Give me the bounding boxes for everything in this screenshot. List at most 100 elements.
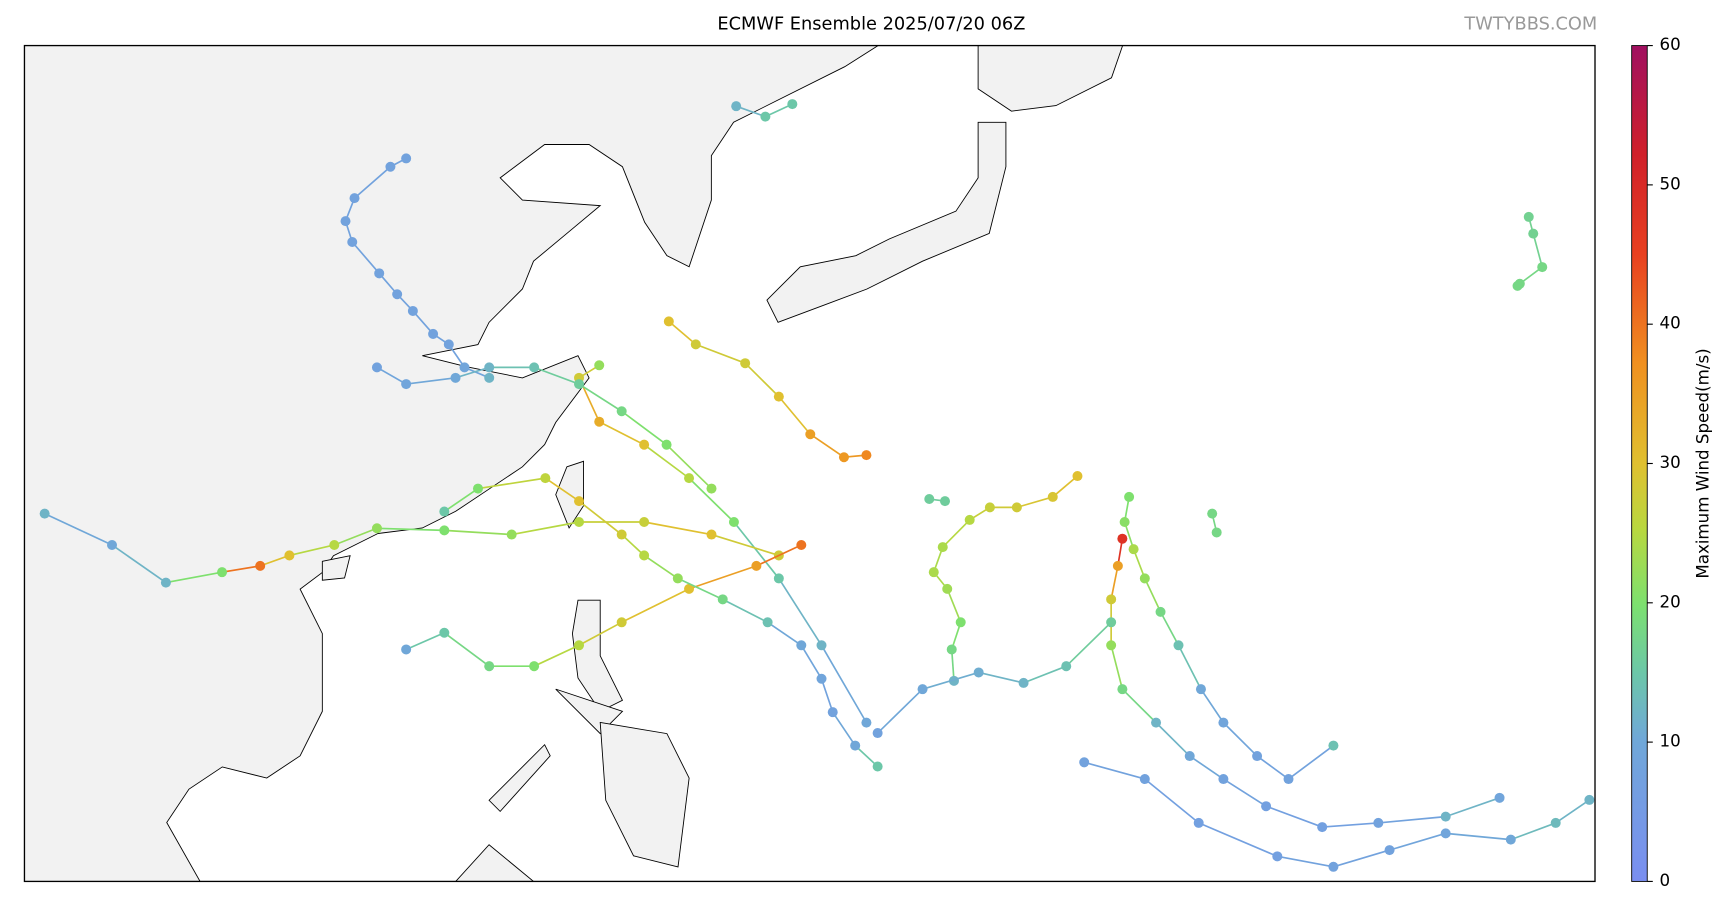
track-segment	[1222, 722, 1258, 757]
track-segment	[111, 544, 167, 584]
track-segment	[412, 310, 434, 335]
track-point	[459, 362, 470, 373]
track-point	[1119, 517, 1130, 528]
track-point	[984, 502, 995, 513]
track-segment	[443, 632, 490, 667]
track-segment	[443, 487, 479, 513]
track-point	[717, 594, 728, 605]
colorbar-tick-label: 40	[1659, 314, 1680, 333]
track-point	[371, 362, 382, 373]
track-point	[1112, 560, 1123, 571]
track-point	[371, 523, 382, 534]
track-segment	[1322, 822, 1379, 828]
track-point	[1061, 661, 1072, 672]
track-segment	[1144, 778, 1200, 824]
track-point	[872, 728, 883, 739]
track-point	[1528, 228, 1539, 239]
track-segment	[1110, 645, 1124, 690]
track-segment	[533, 644, 580, 667]
track-segment	[477, 477, 546, 490]
track-segment	[511, 521, 580, 536]
track-point	[472, 483, 483, 494]
track-point	[450, 372, 461, 383]
track-point	[1124, 491, 1135, 502]
track-point	[1512, 280, 1523, 291]
track-point	[616, 406, 627, 417]
track-point	[284, 550, 295, 561]
visayas	[555, 688, 624, 735]
track-segment	[711, 533, 780, 557]
track-point	[1218, 774, 1229, 785]
track-point	[401, 644, 412, 655]
track-segment	[1052, 475, 1079, 498]
track-segment	[44, 512, 113, 546]
track-segment	[1333, 849, 1390, 868]
track-segment	[1016, 496, 1054, 509]
track-point	[428, 328, 439, 339]
track-segment	[1121, 688, 1157, 724]
track-segment	[1222, 778, 1267, 807]
track-segment	[800, 644, 823, 680]
track-point	[1207, 508, 1218, 519]
track-segment	[165, 571, 223, 584]
track-segment	[1177, 644, 1202, 690]
track-point	[973, 667, 984, 678]
track-point	[1106, 594, 1117, 605]
track-point	[574, 379, 585, 390]
track-segment	[666, 444, 713, 490]
colorbar-label: Maximum Wind Speed(m/s)	[1693, 348, 1712, 578]
track-segment	[455, 366, 490, 379]
track-point	[1128, 544, 1139, 555]
track-segment	[353, 166, 391, 199]
track-segment	[1445, 797, 1500, 818]
track-segment	[978, 671, 1024, 684]
track-point	[349, 193, 360, 204]
track-point	[924, 494, 935, 505]
track-point	[827, 707, 838, 718]
colorbar-tick-label: 50	[1659, 174, 1680, 193]
track-segment	[1510, 822, 1556, 841]
japan	[766, 121, 1007, 323]
track-point	[1151, 717, 1162, 728]
track-point	[529, 661, 540, 672]
track-segment	[695, 343, 746, 364]
track-segment	[643, 554, 679, 580]
track-point	[964, 514, 975, 525]
track-segment	[778, 396, 811, 435]
track-segment	[259, 554, 290, 567]
track-point	[1117, 684, 1128, 695]
track-point	[751, 560, 762, 571]
track-segment	[1378, 815, 1446, 824]
colorbar-tick-label: 0	[1659, 871, 1670, 890]
track-point	[439, 525, 450, 536]
track-segment	[756, 544, 802, 567]
track-point	[506, 529, 517, 540]
track-segment	[1277, 855, 1334, 868]
track-point	[574, 496, 585, 507]
track-point	[937, 542, 948, 553]
colorbar-tick-label: 30	[1659, 453, 1680, 472]
track-point	[407, 305, 418, 316]
track-point	[942, 583, 953, 594]
track-point	[1193, 817, 1204, 828]
track-segment	[1256, 755, 1290, 780]
track-segment	[946, 588, 962, 623]
track-segment	[688, 477, 735, 523]
track-point	[1373, 817, 1384, 828]
track-point	[1550, 817, 1561, 828]
track-segment	[544, 477, 580, 502]
track-segment	[406, 376, 456, 385]
track-point	[639, 517, 650, 528]
hainan	[321, 555, 351, 581]
track-segment	[1083, 761, 1146, 780]
track-segment	[333, 527, 378, 546]
track-point	[39, 508, 50, 519]
track-point	[762, 617, 773, 628]
track-point	[672, 573, 683, 584]
track-segment	[722, 598, 769, 624]
track-segment	[444, 529, 512, 536]
track-point	[616, 529, 627, 540]
track-point	[1155, 606, 1166, 617]
track-point	[594, 416, 605, 427]
